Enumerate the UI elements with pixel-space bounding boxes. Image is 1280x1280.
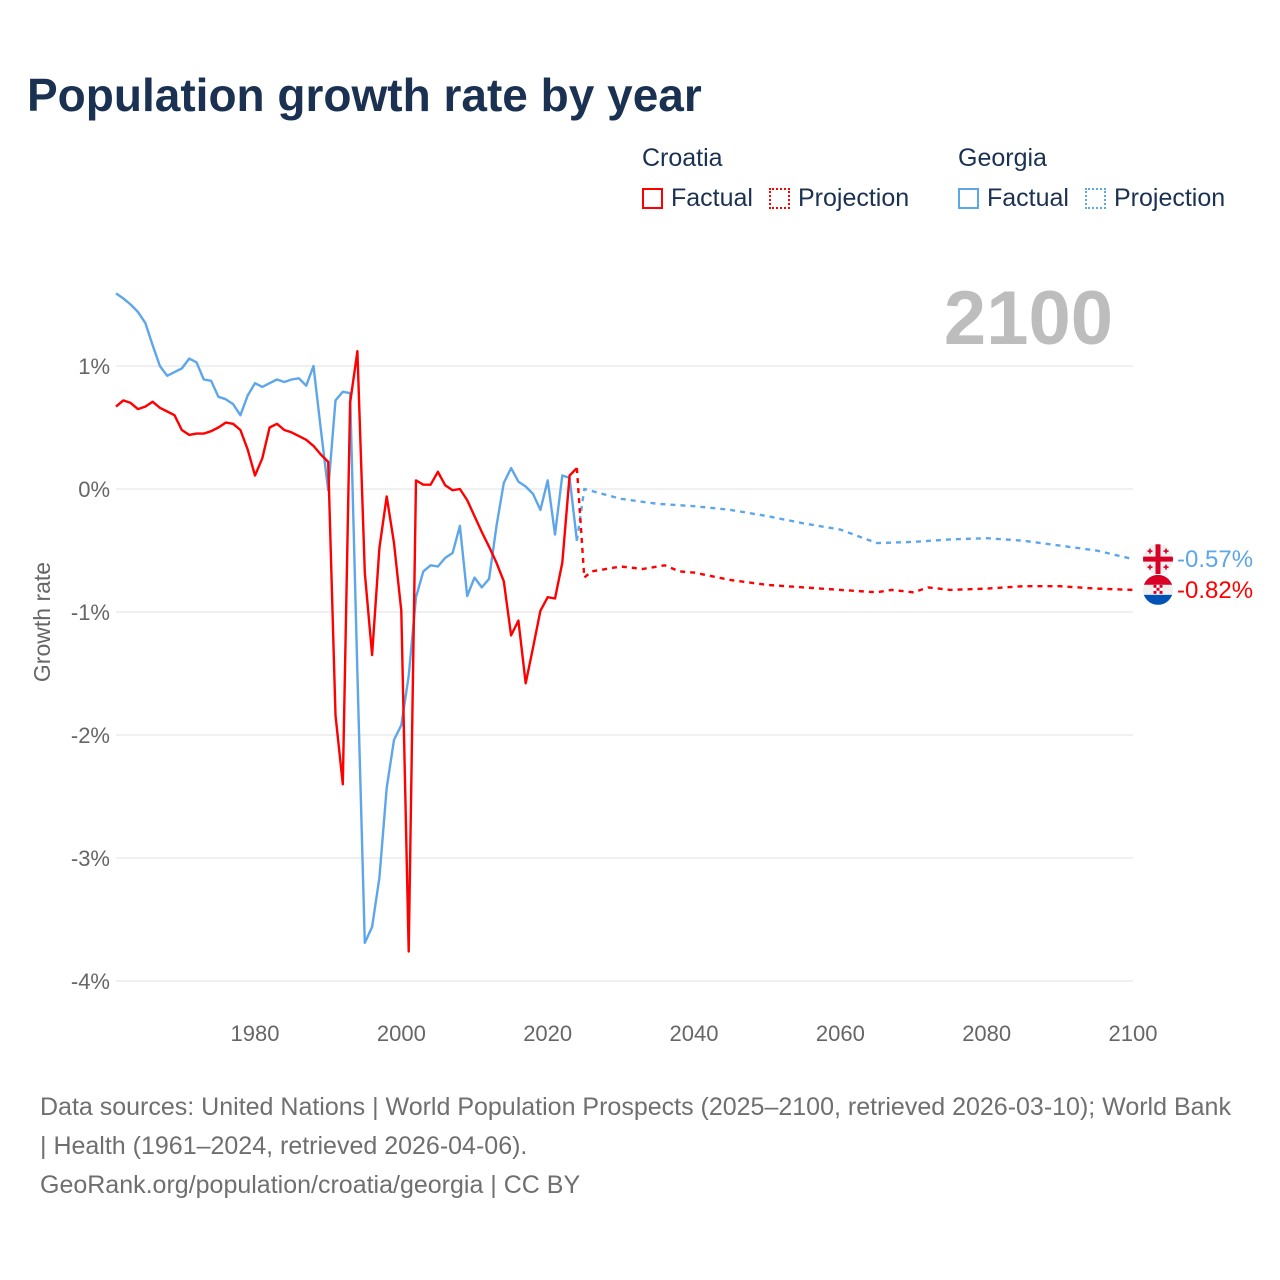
legend-croatia: Croatia Factual Projection [642,144,925,213]
x-tick-label: 2020 [523,1021,572,1046]
chart-title: Population growth rate by year [27,69,702,121]
legend-label: Projection [797,184,910,212]
legend-label: Factual [671,184,753,212]
georgia-flag-icon [1143,544,1173,575]
croatia-end-value-label: -0.82% [1177,577,1253,604]
croatia-factual-line[interactable] [115,350,578,953]
data-sources: Data sources: United Nations | World Pop… [40,1093,1231,1160]
legend-swatch-solid [958,188,979,209]
legend-swatch-dotted [1084,188,1106,209]
credit-link[interactable]: GeoRank.org/population/croatia/georgia |… [40,1171,581,1199]
legend-croatia-projection[interactable]: Projection [768,184,910,213]
georgia-projection-line[interactable] [575,487,1134,561]
legend-georgia: Georgia Factual Projection [958,144,1241,213]
x-tick-label: 2000 [377,1021,426,1046]
legend-swatch-dotted [768,188,790,209]
footer: Data sources: United Nations | World Pop… [40,1088,1240,1205]
georgia-end-value-label: -0.57% [1177,546,1253,573]
legend-croatia-factual[interactable]: Factual [642,184,753,213]
y-axis-label: Growth rate [29,562,55,682]
legend-swatch-solid [642,188,663,209]
x-tick-label: 2060 [816,1021,865,1046]
x-tick-label: 2040 [670,1021,719,1046]
legend-group-name: Croatia [642,144,723,172]
x-tick-label: 2080 [962,1021,1011,1046]
legend-georgia-factual[interactable]: Factual [958,184,1069,213]
legend-label: Factual [987,184,1069,212]
x-tick-label: 2100 [1109,1021,1158,1046]
croatia-projection-line[interactable] [575,468,1134,594]
y-tick-label: 0% [78,477,110,502]
current-year-label: 2100 [943,276,1113,361]
y-tick-label: -3% [71,846,110,871]
croatia-flag-icon [1143,574,1173,605]
y-tick-label: 1% [78,354,110,379]
legend-group-name: Georgia [958,144,1047,172]
y-tick-label: -4% [71,969,110,994]
y-tick-label: -1% [71,600,110,625]
y-tick-label: -2% [71,723,110,748]
legend-georgia-projection[interactable]: Projection [1084,184,1226,213]
x-tick-label: 1980 [231,1021,280,1046]
legend-label: Projection [1113,184,1226,212]
georgia-factual-line[interactable] [115,292,579,945]
